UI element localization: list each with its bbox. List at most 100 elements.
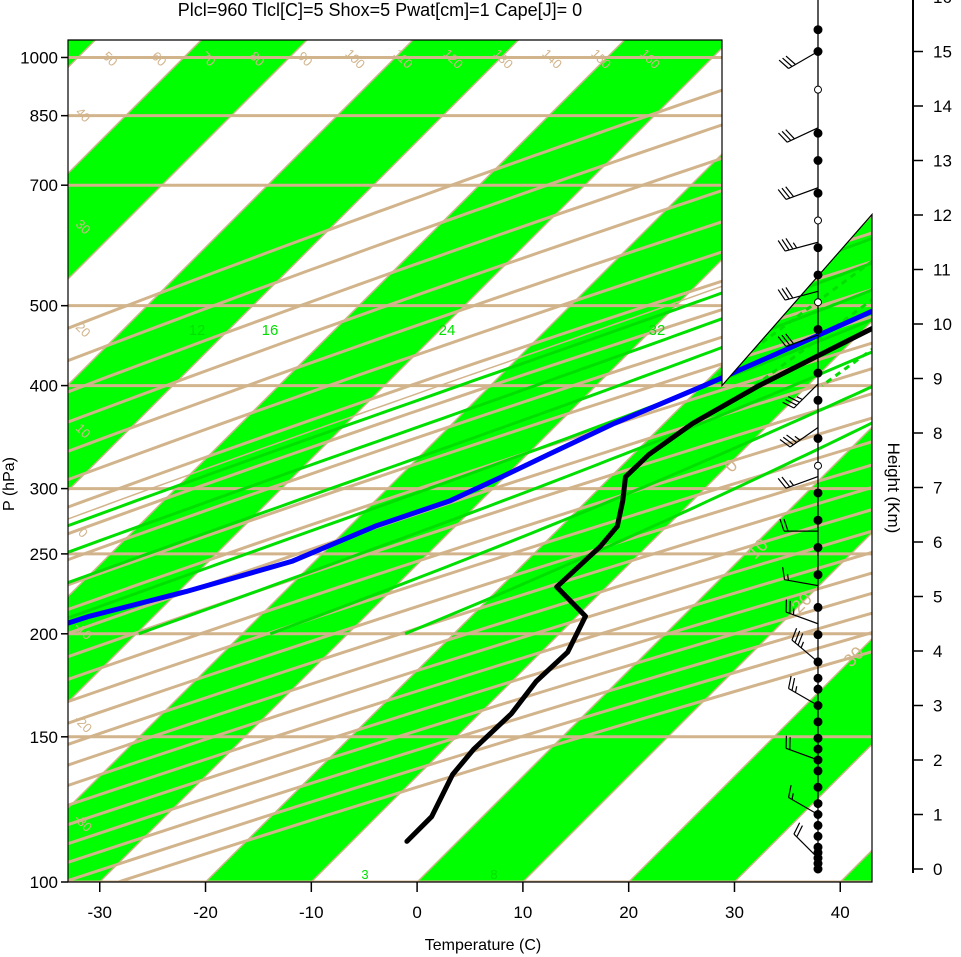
wind-level-marker (813, 673, 823, 683)
wind-barb (777, 476, 819, 489)
x-tick-label: 20 (619, 903, 638, 922)
temperature-band (68, 40, 872, 882)
y-tick-label: 300 (30, 480, 58, 499)
y-tick-label: 1000 (20, 48, 58, 67)
height-tick-label: 8 (933, 424, 942, 443)
temperature-band (68, 40, 519, 882)
x-tick-label: 10 (513, 903, 532, 922)
height-tick-label: 16 (933, 0, 952, 7)
dry-adiabat (68, 40, 872, 882)
wind-barb (785, 599, 819, 625)
dry-adiabat (68, 40, 872, 882)
x-tick-label: -10 (299, 903, 324, 922)
isotherm-line (522, 40, 872, 882)
y-tick-label: 850 (30, 107, 58, 126)
wind-level-marker (813, 744, 823, 754)
moist-adiabat (138, 40, 872, 636)
isotherm-label: 0 (75, 525, 91, 541)
wind-level-marker (813, 270, 823, 280)
wind-barb (787, 784, 819, 816)
wind-level-marker (813, 128, 823, 138)
temperature-band (68, 40, 731, 882)
isotherm-label: 30 (720, 119, 748, 147)
wind-level-marker (813, 799, 823, 809)
temperature-band (68, 40, 307, 882)
dry-adiabat (68, 40, 872, 882)
height-tick-label: 4 (933, 642, 942, 661)
chart-title: Plcl=960 Tlcl[C]=5 Shox=5 Pwat[cm]=1 Cap… (178, 0, 582, 20)
wind-barb (782, 383, 819, 409)
wind-barb (779, 518, 818, 532)
isotherm-line (310, 40, 872, 882)
height-tick-label: 10 (933, 315, 952, 334)
moist-adiabat (68, 40, 872, 636)
dry-adiabat (68, 40, 872, 882)
wind-level-marker (813, 842, 823, 852)
temperature-band (628, 40, 872, 882)
mixing-ratio-labels: 12 16 24 32 3 8 (189, 322, 666, 882)
wind-level-marker (813, 570, 823, 580)
wind-barb (778, 127, 819, 143)
x-tick-label: 0 (412, 903, 421, 922)
wind-barb (777, 287, 819, 301)
wind-level-marker (813, 542, 823, 552)
wind-level-marker (814, 298, 822, 307)
x-tick-label: -30 (87, 903, 112, 922)
moist-adiabat (68, 40, 872, 636)
wind-level-marker (813, 488, 823, 498)
height-tick-label: 5 (933, 588, 942, 607)
wind-barb (782, 567, 819, 587)
mixing-ratio-label: 8 (490, 867, 497, 882)
y-tick-label: 500 (30, 297, 58, 316)
height-tick-label: 3 (933, 697, 942, 716)
wind-level-marker (814, 85, 822, 94)
wind-barb (785, 735, 819, 761)
isotherm-line (68, 40, 308, 882)
diagram-area: 50 60 70 80 90 100 110 120 130 140 150 160403020100… (68, 40, 872, 882)
x-tick-label: 30 (725, 903, 744, 922)
dewpoint-line (68, 60, 872, 844)
dry-adiabat (68, 40, 872, 882)
x-axis: -30 -20 -10 0 10 20 30 40 (87, 882, 850, 922)
height-tick-label: 11 (933, 261, 951, 280)
wind-level-marker (813, 243, 823, 253)
y-axis-label: P (hPa) (1, 457, 18, 511)
height-axis: 012345678910111213141516 (912, 0, 952, 879)
wind-level-marker (813, 324, 823, 334)
dry-adiabat (68, 40, 872, 882)
dry-adiabat (68, 40, 872, 882)
wind-level-marker (813, 766, 823, 776)
mixing-ratio-label: 24 (439, 322, 456, 339)
wind-barb (793, 822, 819, 859)
isotherm-line (68, 40, 414, 882)
moist-adiabat (68, 40, 872, 636)
height-tick-label: 12 (933, 206, 952, 225)
mixing-ratio-label: 16 (262, 322, 279, 339)
isotherm-line (68, 40, 625, 882)
isotherm-label: 60 (149, 48, 170, 69)
height-tick-label: 9 (933, 370, 942, 389)
wind-barb (777, 186, 819, 200)
wind-level-marker (813, 433, 823, 443)
wind-level-marker (813, 733, 823, 743)
moist-adiabat (68, 40, 872, 636)
dry-adiabat (68, 40, 872, 882)
temperature-bands (68, 40, 872, 882)
wind-level-marker (813, 368, 823, 378)
x-axis-label: Temperature (C) (425, 937, 541, 954)
height-tick-label: 1 (933, 806, 942, 825)
isotherm-line (68, 40, 837, 882)
y-tick-label: 100 (30, 873, 58, 892)
dry-adiabat (68, 40, 872, 882)
wind-level-marker (813, 188, 823, 198)
height-tick-label: 7 (933, 479, 942, 498)
moist-adiabat (269, 40, 872, 636)
wind-level-marker (814, 461, 822, 470)
isotherm-label: 90 (295, 48, 316, 69)
dry-adiabat (68, 40, 872, 882)
y-tick-label: 700 (30, 176, 58, 195)
y-tick-label: 200 (30, 625, 58, 644)
sounding-series (68, 56, 872, 844)
isotherm-label: 100 (342, 46, 368, 72)
